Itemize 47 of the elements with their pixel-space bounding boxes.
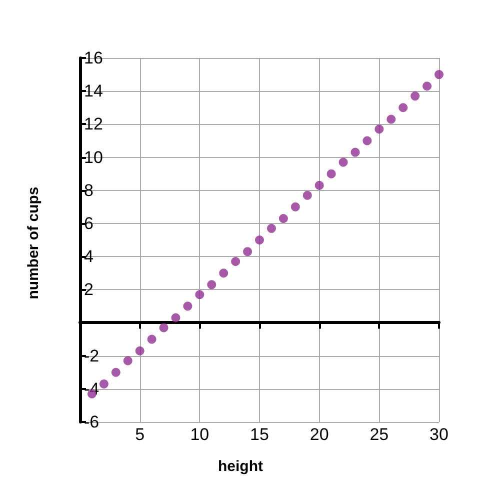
- point: [207, 280, 216, 290]
- y-tick-label: 10: [84, 148, 103, 167]
- point: [434, 70, 444, 80]
- point: [410, 92, 420, 101]
- point: [386, 114, 396, 124]
- x-tick-label: 5: [135, 425, 145, 444]
- x-tick-label: 30: [430, 425, 448, 444]
- point: [398, 103, 408, 112]
- point: [231, 257, 240, 266]
- point: [374, 124, 384, 134]
- x-axis-title: height: [218, 458, 264, 475]
- point: [422, 82, 432, 91]
- y-tick-label: 14: [84, 82, 103, 101]
- point: [290, 202, 300, 212]
- point: [278, 214, 288, 223]
- x-tick-label: 20: [310, 425, 329, 444]
- point: [135, 346, 144, 356]
- y-tick-label: 2: [84, 280, 94, 300]
- point: [111, 368, 120, 377]
- point: [266, 224, 276, 233]
- point: [362, 136, 372, 146]
- point: [159, 323, 168, 332]
- y-tick-label: 6: [84, 214, 94, 233]
- point: [302, 190, 312, 200]
- y-axis-title: number of cups: [25, 186, 42, 300]
- y-tick-label: 12: [84, 114, 103, 134]
- point: [99, 379, 108, 388]
- y-tick-label: 4: [84, 247, 94, 266]
- x-tick-label: 10: [190, 425, 210, 444]
- point: [243, 247, 252, 256]
- x-tick-label: 15: [250, 425, 269, 444]
- y-tick-label: 16: [84, 48, 103, 68]
- y-tick-label: -6: [84, 412, 100, 432]
- point: [195, 290, 204, 300]
- x-tick-label: 25: [370, 425, 389, 444]
- point: [255, 236, 264, 244]
- point: [123, 356, 132, 366]
- point: [171, 313, 180, 322]
- point: [183, 302, 192, 311]
- y-tick-label: -2: [84, 346, 100, 366]
- y-tick-label: 8: [84, 180, 94, 200]
- point: [350, 148, 360, 157]
- point: [326, 169, 336, 178]
- point: [219, 268, 228, 278]
- point: [314, 180, 324, 190]
- point: [338, 158, 348, 167]
- point: [147, 334, 156, 344]
